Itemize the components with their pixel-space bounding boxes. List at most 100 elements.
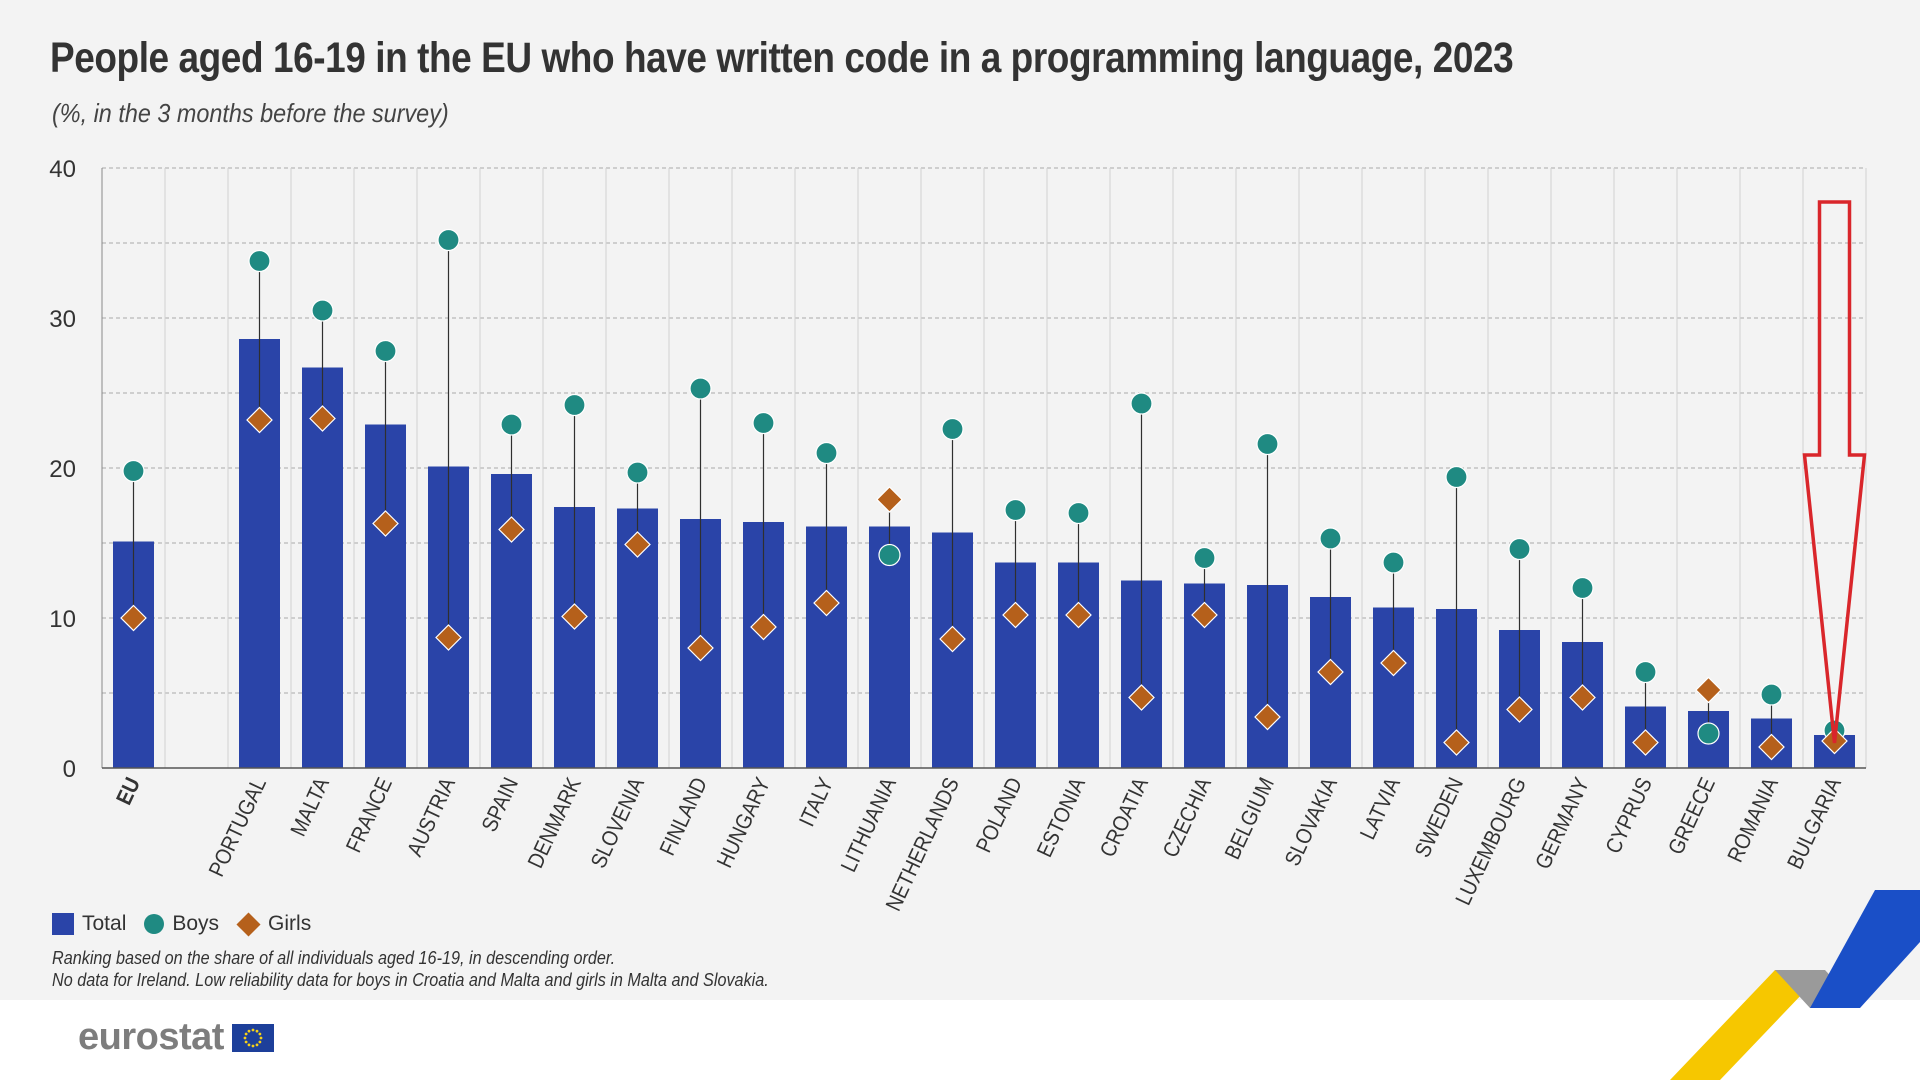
point-girls	[1758, 733, 1785, 761]
legend-girls: Girls	[236, 911, 312, 937]
x-tick-label: SWEDEN	[1410, 774, 1468, 861]
x-tick-label: POLAND	[972, 774, 1028, 856]
point-girls	[1191, 601, 1218, 629]
y-tick-label: 10	[49, 606, 76, 633]
point-boys	[311, 299, 334, 322]
point-boys	[374, 339, 397, 363]
y-tick-label: 40	[49, 156, 76, 183]
x-tick-label: BELGIUM	[1220, 774, 1279, 863]
point-boys	[500, 413, 523, 436]
x-tick-label: CROATIA	[1095, 774, 1153, 861]
point-boys	[1193, 546, 1216, 570]
point-girls	[813, 589, 840, 617]
point-boys	[815, 441, 838, 465]
footnote-reliability: No data for Ireland. Low reliability dat…	[52, 970, 769, 990]
x-tick-label: CYPRUS	[1601, 774, 1657, 857]
point-boys	[878, 543, 901, 567]
point-boys	[563, 393, 586, 417]
point-boys	[1571, 576, 1594, 600]
y-tick-label: 0	[63, 756, 76, 783]
point-girls	[1632, 729, 1659, 756]
logo-text: eurostat	[78, 1016, 224, 1058]
point-girls	[498, 516, 525, 543]
point-boys	[122, 459, 145, 483]
bar-total	[869, 526, 910, 768]
x-tick-label: BULGARIA	[1783, 774, 1847, 873]
x-tick-label: GERMANY	[1531, 774, 1595, 873]
point-girls	[561, 603, 588, 630]
point-boys	[1256, 432, 1279, 456]
point-girls	[1002, 601, 1029, 629]
point-girls	[435, 624, 462, 651]
point-boys	[626, 461, 649, 484]
point-boys	[248, 249, 271, 273]
point-girls	[1065, 601, 1092, 629]
x-tick-label: LITHUANIA	[836, 774, 901, 876]
point-girls	[1506, 696, 1533, 723]
eu-flag-icon	[231, 1023, 274, 1052]
x-tick-label: ESTONIA	[1032, 774, 1090, 861]
point-boys	[1130, 392, 1153, 415]
point-boys	[1508, 537, 1531, 561]
legend-boys-swatch	[144, 914, 165, 934]
y-tick-label: 20	[49, 456, 76, 483]
eurostat-ribbon-decoration	[1670, 890, 1920, 1080]
point-boys	[1067, 501, 1090, 525]
point-boys	[752, 411, 775, 435]
point-girls	[246, 406, 273, 434]
point-girls	[372, 510, 399, 537]
point-boys	[1319, 527, 1342, 550]
legend-total-label: Total	[82, 912, 127, 935]
point-girls	[1128, 684, 1155, 711]
x-tick-label: FRANCE	[342, 774, 398, 856]
x-tick-label: PORTUGAL	[204, 774, 271, 881]
legend-boys-label: Boys	[172, 912, 220, 935]
point-girls	[120, 604, 147, 632]
point-boys	[1004, 498, 1027, 522]
x-tick-label: SLOVAKIA	[1280, 774, 1342, 870]
point-girls	[876, 486, 903, 513]
legend-total: Total	[52, 912, 126, 936]
x-tick-label: EU	[112, 774, 146, 809]
point-girls	[1695, 676, 1722, 704]
x-tick-label: DENMARK	[523, 774, 586, 872]
legend-boys: Boys	[144, 912, 219, 936]
x-tick-label: LATVIA	[1356, 774, 1406, 844]
x-tick-label: AUSTRIA	[403, 774, 461, 861]
point-girls	[309, 405, 336, 432]
y-tick-label: 30	[49, 306, 76, 333]
point-boys	[437, 228, 460, 252]
point-boys	[1634, 660, 1657, 684]
point-girls	[687, 634, 714, 662]
legend-girls-label: Girls	[268, 912, 312, 935]
x-tick-label: MALTA	[286, 774, 334, 840]
point-boys	[1445, 465, 1468, 489]
legend: Total Boys Girls	[52, 911, 321, 937]
x-tick-label: GREECE	[1664, 774, 1721, 858]
chart-title: People aged 16-19 in the EU who have wri…	[50, 34, 1514, 82]
x-tick-label: SLOVENIA	[586, 774, 649, 872]
x-tick-label: CZECHIA	[1158, 774, 1216, 861]
x-tick-label: ROMANIA	[1723, 774, 1783, 866]
point-girls	[939, 625, 966, 653]
x-tick-label: FINLAND	[655, 774, 712, 859]
x-tick-label: SPAIN	[477, 774, 523, 836]
point-boys	[689, 377, 712, 400]
footnotes: Ranking based on the share of all indivi…	[52, 947, 769, 991]
point-girls	[1569, 684, 1596, 711]
eurostat-logo: eurostat	[78, 1016, 274, 1059]
footnote-ranking: Ranking based on the share of all indivi…	[52, 948, 616, 968]
legend-girls-swatch	[236, 911, 261, 937]
annotation-arrow	[1802, 200, 1867, 744]
x-tick-label: HUNGARY	[712, 774, 775, 872]
footer-band	[0, 1000, 1920, 1080]
point-girls	[1443, 729, 1470, 756]
point-boys	[1382, 551, 1405, 574]
point-girls	[1317, 658, 1344, 686]
point-girls	[1380, 649, 1407, 677]
bar-total	[302, 367, 343, 768]
x-tick-label: ITALY	[795, 774, 839, 831]
chart-subtitle: (%, in the 3 months before the survey)	[52, 98, 449, 128]
point-girls	[750, 613, 777, 641]
point-boys	[1697, 722, 1720, 745]
